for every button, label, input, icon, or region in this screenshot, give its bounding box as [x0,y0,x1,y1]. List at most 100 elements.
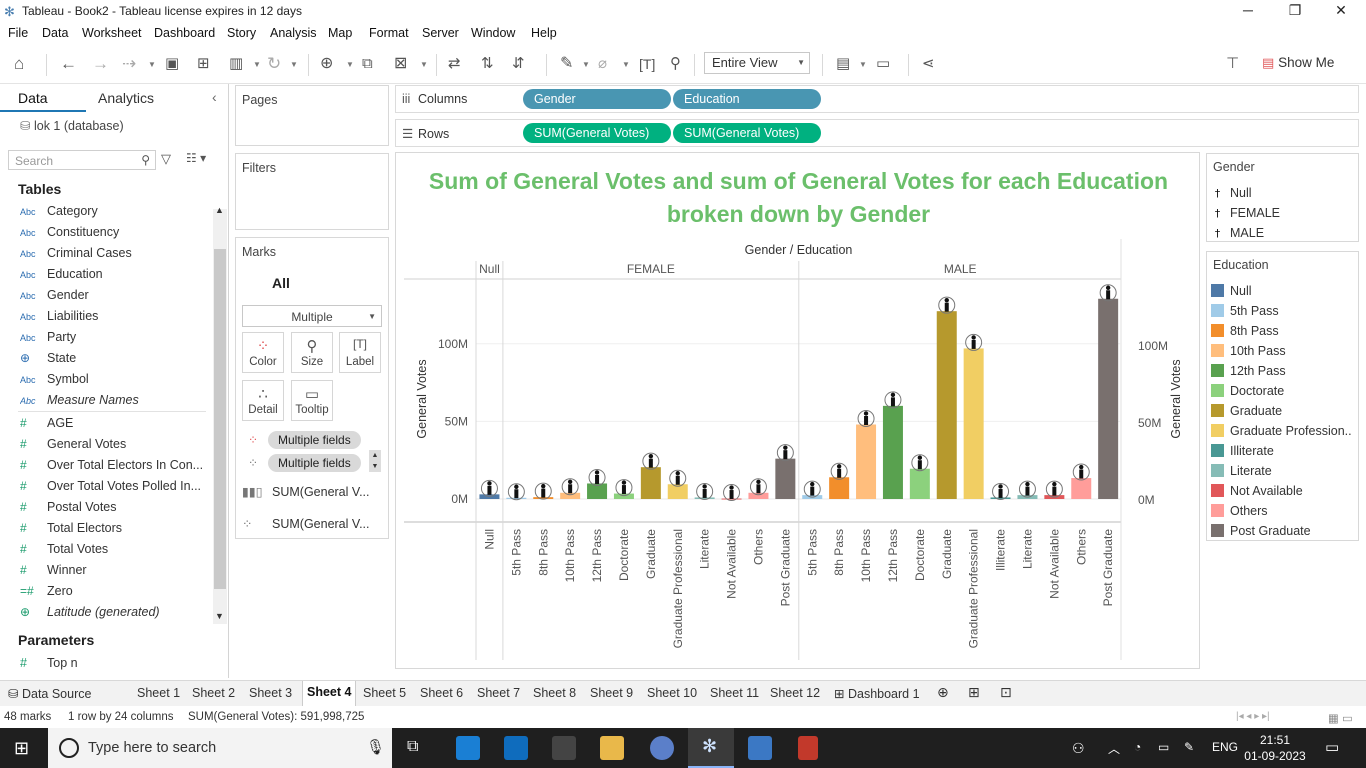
color-button[interactable]: ⁘ Color [242,332,284,373]
chrome-icon[interactable] [650,736,674,760]
replay-icon[interactable]: ⇢ [122,54,137,73]
clear-sheet-icon[interactable]: ⊠ [394,55,408,72]
redo-icon[interactable]: → [92,54,109,73]
close-icon[interactable]: ✕ [1335,2,1347,18]
share-icon[interactable]: ⋖ [922,55,935,72]
mark-type-select[interactable]: Multiple ▼ [242,305,382,327]
filters-card[interactable]: Filters [235,153,389,230]
new-worksheet-tab-icon[interactable]: ⊕ [937,684,949,700]
search-input[interactable]: Search ⚲ [8,150,156,170]
swap-icon[interactable]: ⇄ [448,55,461,72]
tab-sheet-12[interactable]: Sheet 12 [770,686,821,700]
tab-sheet-11[interactable]: Sheet 11 [710,686,760,700]
tab-data[interactable]: Data [18,90,48,106]
field-liabilities[interactable]: Abc Liabilities [20,309,206,323]
presentation-icon[interactable]: ▭ [876,55,891,72]
grid-view-icon[interactable]: ▦ ▭ [1328,713,1353,725]
show-me-button[interactable]: ▤ Show Me [1262,55,1334,71]
pages-card[interactable]: Pages [235,85,389,146]
highlight-dropdown-icon[interactable]: ▼ [582,60,590,69]
detail-button[interactable]: ∴ Detail [242,380,284,421]
marks-row-circle[interactable]: ⁘ SUM(General V... [242,516,370,531]
marks-row-bar[interactable]: ▮▮▯ SUM(General V... [242,484,370,499]
tab-sheet-1[interactable]: Sheet 1 [137,686,181,700]
columns-pill-education[interactable]: Education [673,89,821,109]
battery-icon[interactable]: ▭ [1158,740,1170,754]
collapse-icon[interactable]: ‹ [212,89,217,105]
rows-pill-1[interactable]: SUM(General Votes) [523,123,671,143]
restore-icon[interactable]: ❐ [1288,2,1302,18]
menu-analysis[interactable]: Analysis [270,26,317,40]
field-party[interactable]: Abc Party [20,330,206,344]
menu-worksheet[interactable]: Worksheet [82,26,142,40]
menu-format[interactable]: Format [369,26,409,40]
minimize-icon[interactable]: ─ [1243,2,1253,18]
field-category[interactable]: Abc Category [20,204,206,218]
menu-story[interactable]: Story [227,26,257,40]
field-measure-names[interactable]: Abc Measure Names [20,393,206,407]
scroll-up-icon[interactable]: ▲ [215,205,224,215]
education-legend-item[interactable]: Others [1211,504,1357,518]
tab-sheet-6[interactable]: Sheet 6 [420,686,464,700]
duplicate-icon[interactable]: ⧉ [362,55,373,72]
tab-sheet-7[interactable]: Sheet 7 [477,686,521,700]
show-cards-icon[interactable]: ▤ [836,55,851,72]
size-button[interactable]: ⚲ Size [291,332,333,373]
field-over-total-electors-in-con[interactable]: # Over Total Electors In Con... [20,458,206,472]
mail-icon[interactable] [504,736,528,760]
clock[interactable]: 21:51 01-09-2023 [1242,732,1308,764]
field-postal-votes[interactable]: # Postal Votes [20,500,206,514]
field-education[interactable]: Abc Education [20,267,206,281]
menu-server[interactable]: Server [422,26,459,40]
sheet-nav-icon[interactable]: |◂ ◂ ▸ ▸| [1236,711,1270,722]
field-list-scrollbar[interactable]: ▲ ▼ [213,205,227,624]
network-icon[interactable]: ◔ [1134,740,1142,754]
fix-axes-icon[interactable]: ⚲ [670,55,681,72]
chart-svg[interactable]: Gender / Education 100M 50M 0M 100M 50M 0M Gene… [396,153,1201,670]
photos-icon[interactable] [748,736,772,760]
field-latitude-generated[interactable]: ⊕ Latitude (generated) [20,605,206,619]
taskbar-search[interactable]: Type here to search 🎙 [48,728,392,768]
highlight-icon[interactable]: ✎ [560,55,574,72]
field-zero[interactable]: =# Zero [20,584,206,598]
education-legend-item[interactable]: Graduate Profession.. [1211,424,1357,438]
pin-icon[interactable]: ⊤ [1226,55,1240,72]
education-legend-item[interactable]: Illiterate [1211,444,1357,458]
multiple-fields-pill-1[interactable]: Multiple fields [268,431,361,449]
refresh-dropdown-icon[interactable]: ▼ [290,60,298,69]
scroll-arrows-icon[interactable]: ▲ ▼ [369,450,381,472]
label-button[interactable]: [T] Label [339,332,381,373]
tooltip-button[interactable]: ▭ Tooltip [291,380,333,421]
gender-legend-item[interactable]: † MALE [1211,226,1357,240]
menu-data[interactable]: Data [42,26,69,40]
field-state[interactable]: ⊕ State [20,351,206,365]
undo-icon[interactable]: ← [60,54,77,73]
tab-analytics[interactable]: Analytics [98,90,155,106]
store-icon[interactable] [552,736,576,760]
tab-dashboard-1[interactable]: ⊞ Dashboard 1 [834,687,920,701]
home-icon[interactable]: ⌂ [14,54,25,73]
save-icon[interactable]: ▣ [165,55,180,72]
gender-legend-item[interactable]: † FEMALE [1211,206,1357,220]
field-criminal-cases[interactable]: Abc Criminal Cases [20,246,206,260]
field-total-electors[interactable]: # Total Electors [20,521,206,535]
education-legend-item[interactable]: Null [1211,284,1357,298]
view-options-icon[interactable]: ☷ ▾ [186,151,207,165]
chevron-up-icon[interactable]: ︿ [1108,742,1121,756]
new-worksheet-dropdown-icon[interactable]: ▼ [346,60,354,69]
tab-sheet-5[interactable]: Sheet 5 [363,686,407,700]
menu-map[interactable]: Map [328,26,353,40]
education-legend-item[interactable]: Not Available [1211,484,1357,498]
sort-descending-icon[interactable]: ⇵ [512,55,525,72]
education-legend-item[interactable]: 5th Pass [1211,304,1357,318]
new-worksheet-icon[interactable]: ⊕ [320,55,334,72]
refresh-icon[interactable]: ↻ [267,54,282,73]
education-legend-item[interactable]: Post Graduate [1211,524,1357,538]
menu-file[interactable]: File [8,26,29,40]
app-icon[interactable] [798,736,818,760]
language-indicator[interactable]: ENG [1212,740,1239,754]
tab-sheet-3[interactable]: Sheet 3 [249,686,293,700]
education-legend-item[interactable]: Graduate [1211,404,1357,418]
field-winner[interactable]: # Winner [20,563,206,577]
rows-pill-2[interactable]: SUM(General Votes) [673,123,821,143]
